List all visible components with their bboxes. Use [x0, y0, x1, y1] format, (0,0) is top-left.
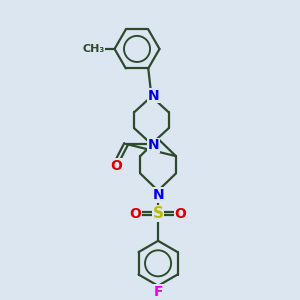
- Text: F: F: [153, 285, 163, 299]
- Text: O: O: [175, 207, 187, 221]
- Text: CH₃: CH₃: [83, 44, 105, 54]
- Text: N: N: [148, 139, 160, 152]
- Text: N: N: [148, 88, 160, 103]
- Text: S: S: [153, 206, 164, 221]
- Text: O: O: [130, 207, 142, 221]
- Text: N: N: [152, 188, 164, 202]
- Text: O: O: [110, 159, 122, 173]
